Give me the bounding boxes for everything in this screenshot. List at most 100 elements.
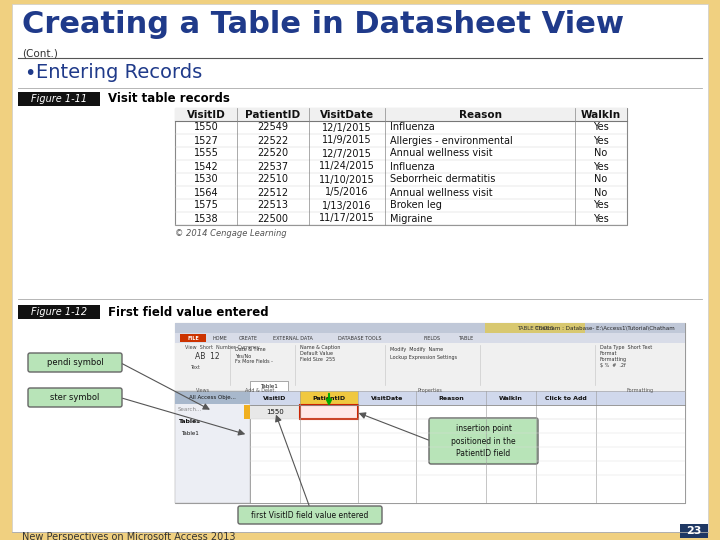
FancyBboxPatch shape [485, 323, 585, 333]
Text: Field Size  255: Field Size 255 [300, 357, 336, 362]
Text: Annual wellness visit: Annual wellness visit [390, 148, 492, 159]
Text: 22510: 22510 [258, 174, 289, 185]
Text: 1550: 1550 [194, 123, 218, 132]
Text: Reason: Reason [459, 110, 502, 119]
Text: 22520: 22520 [258, 148, 289, 159]
Text: Entering Records: Entering Records [36, 63, 202, 82]
Text: 11/17/2015: 11/17/2015 [319, 213, 375, 224]
FancyBboxPatch shape [429, 418, 538, 464]
Text: Search...: Search... [178, 407, 202, 412]
Text: Annual wellness visit: Annual wellness visit [390, 187, 492, 198]
Text: insertion point
positioned in the
PatientID field: insertion point positioned in the Patien… [451, 424, 516, 458]
FancyBboxPatch shape [207, 334, 233, 342]
FancyBboxPatch shape [180, 334, 206, 342]
Text: ster symbol: ster symbol [50, 393, 99, 402]
FancyBboxPatch shape [453, 334, 479, 342]
Text: PatientID: PatientID [312, 395, 346, 401]
FancyBboxPatch shape [300, 405, 358, 419]
Text: Table1: Table1 [260, 383, 278, 388]
Text: 1530: 1530 [194, 174, 218, 185]
Text: 12/7/2015: 12/7/2015 [322, 148, 372, 159]
Text: Properties: Properties [418, 388, 442, 393]
FancyBboxPatch shape [250, 391, 685, 503]
FancyBboxPatch shape [18, 305, 100, 319]
Text: 12/1/2015: 12/1/2015 [322, 123, 372, 132]
Text: Name & Caption: Name & Caption [300, 345, 341, 350]
Text: 1564: 1564 [194, 187, 218, 198]
Text: VisitDate: VisitDate [371, 395, 403, 401]
Text: Table1: Table1 [181, 431, 199, 436]
Text: Yes: Yes [593, 213, 609, 224]
Text: New Perspectives on Microsoft Access 2013: New Perspectives on Microsoft Access 201… [22, 532, 235, 540]
FancyBboxPatch shape [18, 92, 100, 106]
Text: 11/24/2015: 11/24/2015 [319, 161, 375, 172]
Text: DATABASE TOOLS: DATABASE TOOLS [338, 335, 382, 341]
Text: TABLE TOOLS: TABLE TOOLS [517, 326, 553, 330]
Text: Formatting: Formatting [600, 357, 627, 362]
Text: (Cont.): (Cont.) [22, 48, 58, 58]
FancyBboxPatch shape [680, 524, 708, 538]
FancyBboxPatch shape [250, 405, 300, 419]
Text: HOME: HOME [212, 335, 228, 341]
Text: Influenza: Influenza [390, 161, 435, 172]
Text: Views: Views [196, 388, 210, 393]
Text: 1/13/2016: 1/13/2016 [323, 200, 372, 211]
Text: Data Type  Short Text: Data Type Short Text [600, 345, 652, 350]
FancyBboxPatch shape [175, 108, 627, 225]
Text: Date & Time: Date & Time [235, 347, 266, 352]
FancyBboxPatch shape [268, 334, 318, 342]
Text: 1575: 1575 [194, 200, 218, 211]
Text: FILE: FILE [187, 335, 199, 341]
Text: Lockup Expression Settings: Lockup Expression Settings [390, 355, 457, 360]
Text: Seborrheic dermatitis: Seborrheic dermatitis [390, 174, 495, 185]
Text: TABLE: TABLE [459, 335, 474, 341]
Text: 1555: 1555 [194, 148, 218, 159]
Text: Modify  Modify  Name: Modify Modify Name [390, 347, 443, 352]
Text: pendi symbol: pendi symbol [47, 358, 104, 367]
Text: No: No [595, 174, 608, 185]
Text: Yes: Yes [593, 161, 609, 172]
Text: View  Short  Number Currency: View Short Number Currency [185, 345, 260, 350]
Text: •: • [24, 64, 35, 83]
Text: 22513: 22513 [258, 200, 289, 211]
FancyBboxPatch shape [415, 334, 449, 342]
Text: 1538: 1538 [194, 213, 218, 224]
Text: 22512: 22512 [258, 187, 289, 198]
Text: 23: 23 [686, 526, 702, 536]
Text: CREATE: CREATE [238, 335, 258, 341]
FancyBboxPatch shape [244, 405, 250, 419]
Text: 1/5/2016: 1/5/2016 [325, 187, 369, 198]
Text: Yes/No: Yes/No [235, 353, 251, 358]
Text: Creating a Table in Datasheet View: Creating a Table in Datasheet View [22, 10, 624, 39]
FancyBboxPatch shape [175, 391, 250, 404]
FancyBboxPatch shape [335, 334, 385, 342]
FancyBboxPatch shape [175, 108, 627, 121]
Text: VisitID: VisitID [186, 110, 225, 119]
FancyBboxPatch shape [175, 323, 685, 503]
Text: 1542: 1542 [194, 161, 218, 172]
Text: Default Value: Default Value [300, 351, 333, 356]
Text: PatientID: PatientID [246, 110, 300, 119]
Text: All Access Obje...: All Access Obje... [189, 395, 236, 400]
FancyBboxPatch shape [175, 323, 685, 333]
FancyBboxPatch shape [12, 4, 708, 532]
Text: Click to Add: Click to Add [545, 395, 587, 401]
Text: Chatham : Database- E:\Access1\Tutorial\Chatham: Chatham : Database- E:\Access1\Tutorial\… [535, 326, 675, 330]
FancyBboxPatch shape [175, 333, 685, 343]
Text: 22522: 22522 [257, 136, 289, 145]
Text: Tables: Tables [178, 419, 200, 424]
Text: FIELDS: FIELDS [423, 335, 441, 341]
Text: Reason: Reason [438, 395, 464, 401]
FancyBboxPatch shape [238, 506, 382, 524]
Text: Influenza: Influenza [390, 123, 435, 132]
Text: Text: Text [190, 365, 200, 370]
Text: Figure 1-11: Figure 1-11 [31, 94, 87, 104]
Text: Migraine: Migraine [390, 213, 433, 224]
FancyBboxPatch shape [300, 391, 358, 405]
Text: Yes: Yes [593, 200, 609, 211]
Text: WalkIn: WalkIn [581, 110, 621, 119]
Text: WalkIn: WalkIn [499, 395, 523, 401]
Text: EXTERNAL DATA: EXTERNAL DATA [273, 335, 313, 341]
FancyBboxPatch shape [175, 391, 250, 503]
Text: 11/10/2015: 11/10/2015 [319, 174, 375, 185]
